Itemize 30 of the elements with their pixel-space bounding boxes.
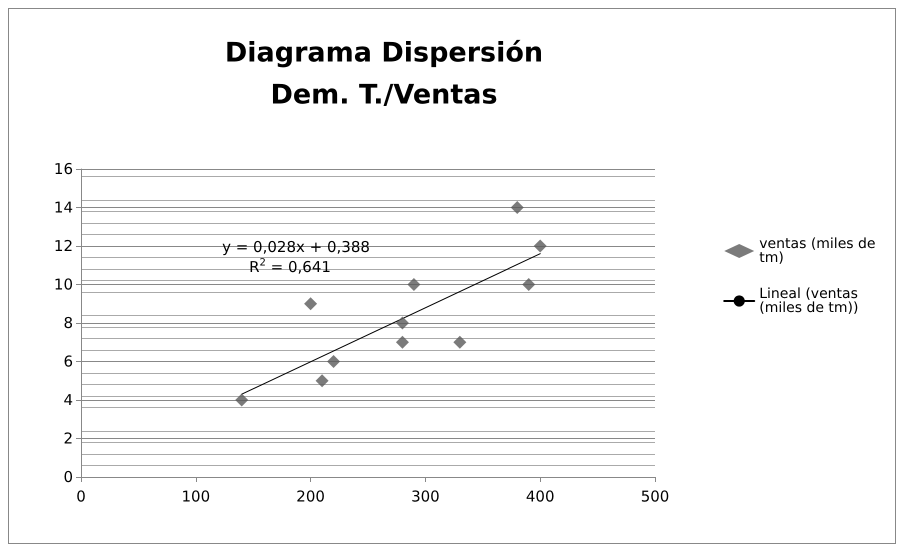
x-tick-label: 100 [181, 488, 210, 506]
y-tick-label: 12 [54, 237, 73, 255]
point [396, 316, 409, 330]
x-tick-label: 500 [640, 488, 670, 506]
y-tick-label: 6 [63, 352, 73, 370]
y-tick-label: 0 [63, 468, 73, 486]
point [534, 240, 547, 252]
y-tick-label: 4 [63, 391, 73, 409]
x-tick-label: 400 [526, 488, 555, 506]
point [327, 355, 340, 368]
point [235, 394, 248, 406]
x-tick-label: 200 [296, 488, 325, 506]
y-tick-label: 10 [54, 276, 73, 294]
y-tick-label: 8 [63, 314, 73, 332]
y-tick-label: 2 [63, 430, 73, 448]
legend-label: Lineal (ventas (miles de tm)) [759, 286, 862, 316]
x-tick-label: 300 [411, 488, 440, 506]
point [396, 336, 409, 349]
x-tick-label: 0 [76, 488, 86, 506]
y-tick-label: 16 [54, 160, 73, 178]
y-tick-label: 14 [54, 198, 73, 216]
point [316, 374, 329, 388]
point [510, 201, 524, 214]
chart-title: Diagrama Dispersión Dem. T./Ventas [224, 38, 544, 110]
point [453, 336, 466, 349]
point [407, 278, 420, 291]
legend-label: ventas (miles de tm) [759, 236, 880, 266]
annotation: y = 0,028x + 0,388 [222, 238, 370, 256]
point [304, 297, 318, 310]
point [522, 278, 536, 291]
